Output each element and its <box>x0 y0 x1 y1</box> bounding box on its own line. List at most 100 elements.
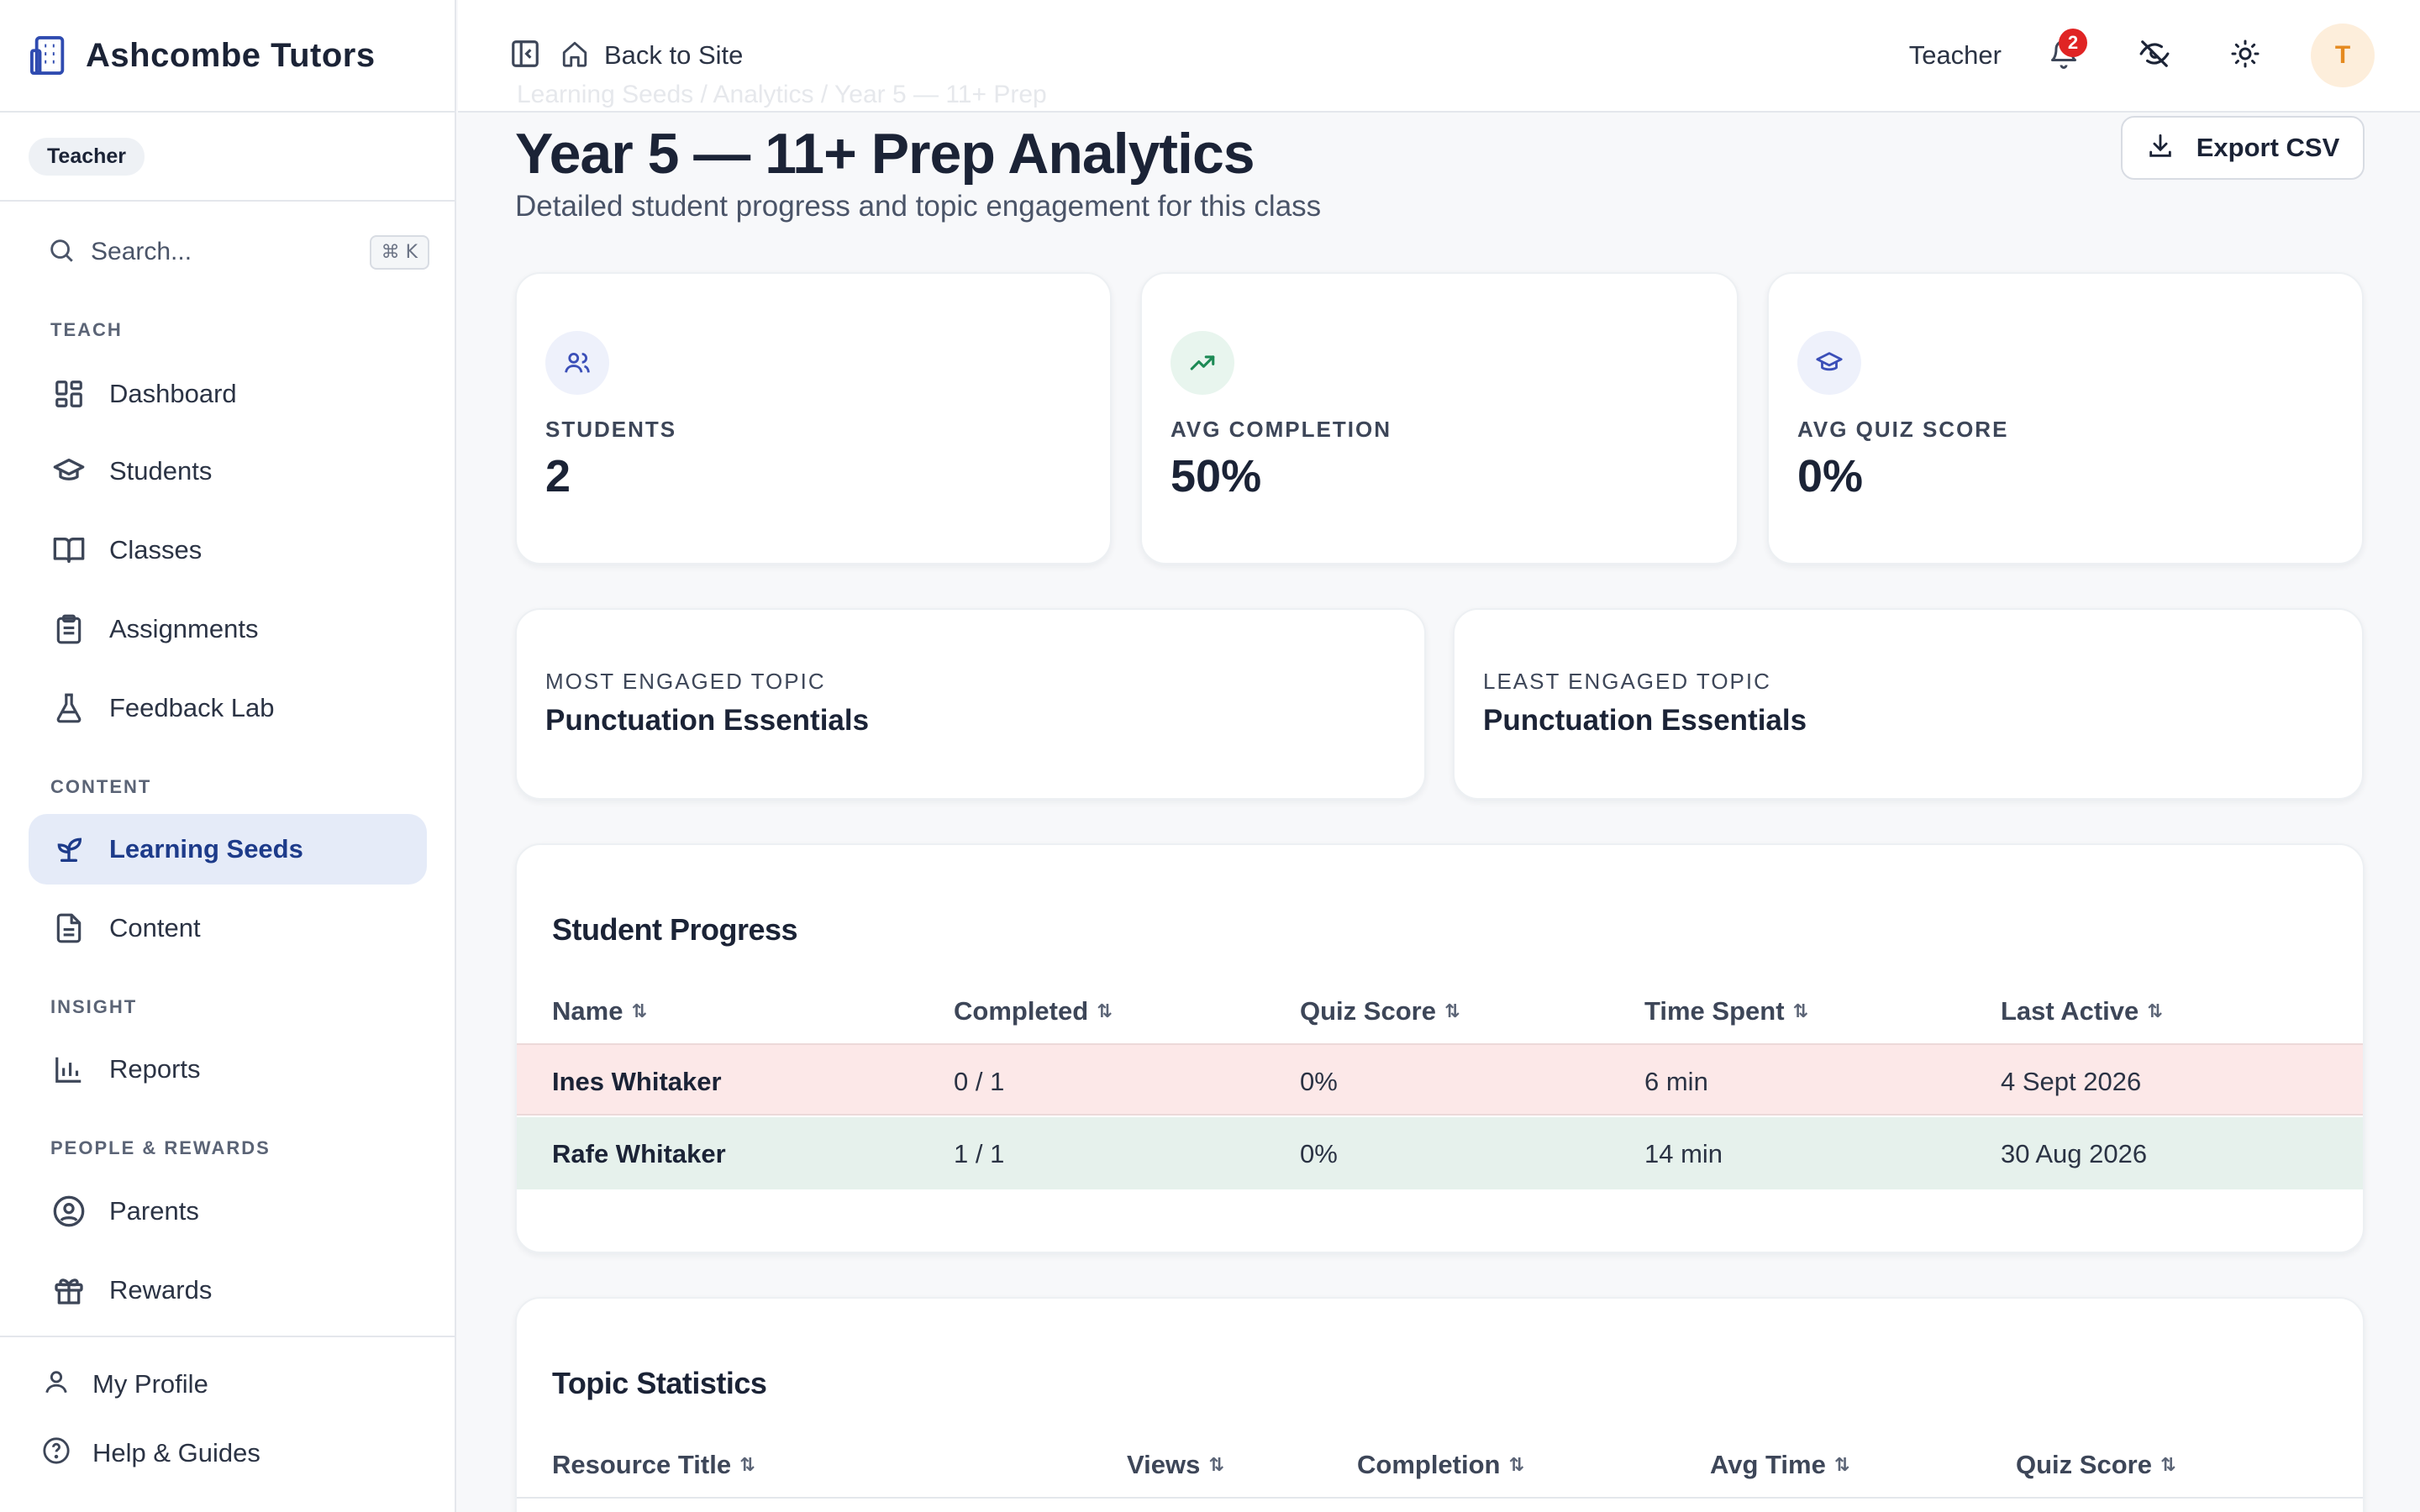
least-engaged-value: Punctuation Essentials <box>1483 704 1807 737</box>
column-header-resource-title[interactable]: Resource Title ⇅ <box>552 1450 755 1479</box>
role-badge: Teacher <box>29 137 145 176</box>
sort-icon: ⇅ <box>2160 1454 2176 1476</box>
notifications-button[interactable]: 2 <box>2039 29 2089 81</box>
graduation-cap-icon <box>1797 331 1861 395</box>
sidebar-item-label: Rewards <box>109 1275 213 1305</box>
cell-last-active: 30 Aug 2026 <box>2001 1139 2148 1168</box>
page-subtitle: Detailed student progress and topic enga… <box>515 190 1322 223</box>
stat-card-students: STUDENTS 2 <box>515 272 1112 564</box>
help-guides-label: Help & Guides <box>92 1437 260 1467</box>
search-input[interactable]: Search... <box>91 238 192 265</box>
column-header-time-spent[interactable]: Time Spent ⇅ <box>1644 996 1808 1026</box>
column-header-topic-quiz-score[interactable]: Quiz Score ⇅ <box>2016 1450 2176 1479</box>
sidebar-item-label: Content <box>109 913 201 942</box>
most-engaged-label: MOST ENGAGED TOPIC <box>545 669 826 694</box>
stat-value: 50% <box>1171 451 1262 501</box>
stat-label: AVG COMPLETION <box>1171 417 1392 442</box>
sidebar-item-label: Parents <box>109 1196 199 1226</box>
sort-icon: ⇅ <box>1833 1454 1850 1476</box>
section-insight: INSIGHT <box>50 996 138 1017</box>
sidebar-item-parents[interactable]: Parents <box>29 1176 427 1247</box>
search-icon <box>47 236 76 269</box>
sidebar-item-students[interactable]: Students <box>29 436 427 507</box>
sort-icon: ⇅ <box>739 1454 755 1476</box>
sort-icon: ⇅ <box>1508 1454 1524 1476</box>
hide-toggle-button[interactable] <box>2129 30 2180 81</box>
sidebar-item-label: Learning Seeds <box>109 834 303 864</box>
sidebar-item-dashboard[interactable]: Dashboard <box>29 359 427 429</box>
student-progress-card: Student Progress Name ⇅ Completed ⇅ Quiz S… <box>515 843 2365 1253</box>
sidebar-item-assignments[interactable]: Assignments <box>29 594 427 664</box>
clipboard-icon <box>52 612 86 646</box>
stat-card-avg-quiz-score: AVG QUIZ SCORE 0% <box>1767 272 2364 564</box>
file-text-icon <box>52 911 86 945</box>
column-header-avg-time[interactable]: Avg Time ⇅ <box>1710 1450 1850 1479</box>
search-box[interactable]: Search... ⌘ K <box>47 227 429 277</box>
stat-card-avg-completion: AVG COMPLETION 50% <box>1140 272 1739 564</box>
topbar: Back to Site Teacher 2 T <box>458 0 2420 113</box>
sort-icon: ⇅ <box>631 1000 647 1022</box>
cell-time-spent: 6 min <box>1644 1067 1708 1096</box>
bar-chart-icon <box>52 1053 86 1086</box>
section-people-rewards: PEOPLE & REWARDS <box>50 1137 271 1158</box>
most-engaged-topic-card: MOST ENGAGED TOPIC Punctuation Essential… <box>515 608 1426 800</box>
cell-quiz-score: 0% <box>1300 1139 1338 1168</box>
theme-toggle-button[interactable] <box>2220 30 2270 81</box>
topic-statistics-card: Topic Statistics Resource Title ⇅ Views ⇅ … <box>515 1297 2365 1512</box>
brand[interactable]: Ashcombe Tutors <box>0 0 455 113</box>
column-header-quiz-score[interactable]: Quiz Score ⇅ <box>1300 996 1460 1026</box>
cell-completed: 0 / 1 <box>954 1067 1005 1096</box>
stat-value: 0% <box>1797 451 1864 501</box>
sidebar-item-label: Students <box>109 456 213 486</box>
cell-name: Ines Whitaker <box>552 1067 722 1096</box>
sidebar-item-content[interactable]: Content <box>29 893 427 963</box>
sidebar-item-label: Dashboard <box>109 379 237 408</box>
table-row[interactable]: Rafe Whitaker 1 / 1 0% 14 min 30 Aug 202… <box>517 1117 2363 1189</box>
sun-icon <box>2230 39 2260 73</box>
column-header-last-active[interactable]: Last Active ⇅ <box>2001 996 2163 1026</box>
sidebar-item-classes[interactable]: Classes <box>29 515 427 585</box>
cell-time-spent: 14 min <box>1644 1139 1723 1168</box>
sidebar-item-label: Reports <box>109 1054 201 1084</box>
back-to-site-link[interactable]: Back to Site <box>560 39 743 72</box>
user-icon <box>42 1368 71 1400</box>
column-header-views[interactable]: Views ⇅ <box>1127 1450 1224 1479</box>
sidebar-item-learning-seeds[interactable]: Learning Seeds <box>29 814 427 885</box>
sidebar-item-label: Feedback Lab <box>109 693 275 722</box>
column-header-completed[interactable]: Completed ⇅ <box>954 996 1113 1026</box>
help-circle-icon <box>42 1436 71 1469</box>
back-to-site-label: Back to Site <box>604 40 744 70</box>
column-header-name[interactable]: Name ⇅ <box>552 996 647 1026</box>
building-logo-icon <box>29 34 71 76</box>
help-guides-link[interactable]: Help & Guides <box>42 1436 260 1469</box>
sort-icon: ⇅ <box>1097 1000 1113 1022</box>
column-header-completion[interactable]: Completion ⇅ <box>1357 1450 1524 1479</box>
page-title: Year 5 — 11+ Prep Analytics <box>515 122 1255 186</box>
stat-value: 2 <box>545 451 571 501</box>
home-icon <box>560 39 589 72</box>
graduation-cap-icon <box>52 454 86 488</box>
least-engaged-label: LEAST ENGAGED TOPIC <box>1483 669 1771 694</box>
user-avatar[interactable]: T <box>2311 24 2375 87</box>
sidebar: Ashcombe Tutors Teacher Search... ⌘ K TE… <box>0 0 456 1512</box>
cell-name: Rafe Whitaker <box>552 1139 726 1168</box>
trending-up-icon <box>1171 331 1234 395</box>
flask-icon <box>52 691 86 725</box>
cell-quiz-score: 0% <box>1300 1067 1338 1096</box>
breadcrumb: Learning Seeds / Analytics / Year 5 — 11… <box>517 81 1047 108</box>
cell-last-active: 4 Sept 2026 <box>2001 1067 2142 1096</box>
table-row[interactable]: Ines Whitaker 0 / 1 0% 6 min 4 Sept 2026 <box>517 1043 2363 1116</box>
sidebar-item-rewards[interactable]: Rewards <box>29 1255 427 1326</box>
export-csv-button[interactable]: Export CSV <box>2121 116 2365 180</box>
collapse-sidebar-button[interactable] <box>500 30 550 81</box>
eye-off-icon <box>2139 38 2170 74</box>
sort-icon: ⇅ <box>1444 1000 1460 1022</box>
section-content: CONTENT <box>50 776 152 797</box>
sidebar-item-reports[interactable]: Reports <box>29 1034 427 1105</box>
my-profile-label: My Profile <box>92 1368 208 1399</box>
sidebar-item-feedback-lab[interactable]: Feedback Lab <box>29 673 427 743</box>
users-icon <box>545 331 609 395</box>
my-profile-link[interactable]: My Profile <box>42 1368 208 1400</box>
sidebar-item-label: Assignments <box>109 614 259 643</box>
sort-icon: ⇅ <box>1792 1000 1808 1022</box>
